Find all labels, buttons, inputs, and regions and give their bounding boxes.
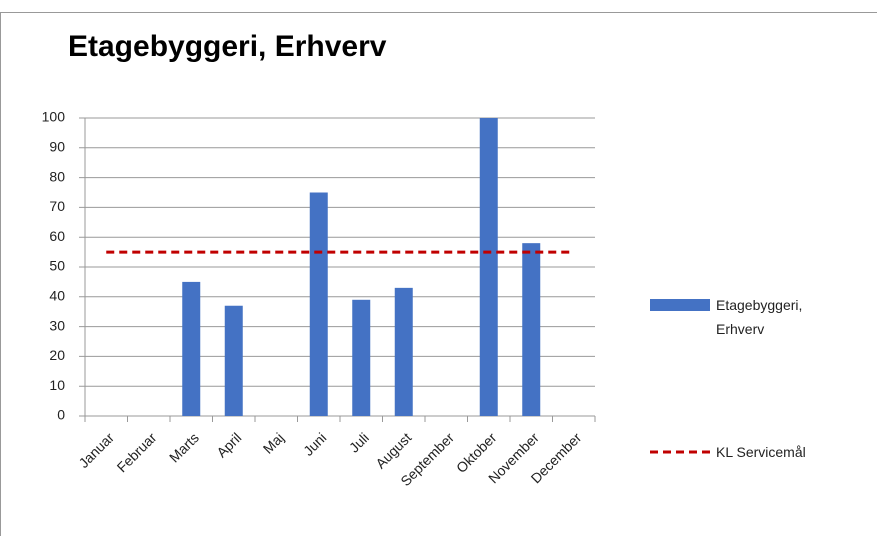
- y-tick-label: 30: [49, 317, 65, 333]
- y-tick-label: 0: [57, 407, 65, 423]
- y-tick-label: 100: [42, 109, 66, 125]
- bar: [182, 281, 201, 416]
- chart-title: Etagebyggeri, Erhverv: [68, 30, 387, 63]
- legend-label: KL Servicemål: [716, 444, 806, 460]
- bar: [309, 192, 328, 416]
- bar: [224, 305, 243, 416]
- y-tick-label: 50: [49, 258, 65, 274]
- y-tick-label: 60: [49, 228, 65, 244]
- y-tick-label: 70: [49, 198, 65, 214]
- bar: [394, 287, 413, 416]
- y-tick-label: 20: [49, 347, 65, 363]
- x-tick-label: Januar: [75, 429, 117, 471]
- x-tick-label: Maj: [260, 429, 287, 456]
- x-tick-label: April: [213, 429, 244, 460]
- x-tick-label: Marts: [166, 429, 202, 465]
- x-tick-label: Februar: [114, 429, 160, 475]
- bar: [522, 243, 541, 416]
- x-tick-label: Juli: [346, 429, 372, 455]
- y-tick-label: 80: [49, 168, 65, 184]
- bar: [479, 118, 498, 416]
- x-tick-label: Juni: [300, 429, 329, 458]
- x-tick-label: August: [372, 429, 414, 471]
- y-tick-label: 10: [49, 377, 65, 393]
- legend-label: Etagebyggeri, Erhverv: [716, 297, 803, 337]
- bar: [352, 299, 371, 416]
- legend-swatch: [650, 299, 710, 311]
- y-tick-label: 90: [49, 139, 65, 155]
- y-tick-label: 40: [49, 288, 65, 304]
